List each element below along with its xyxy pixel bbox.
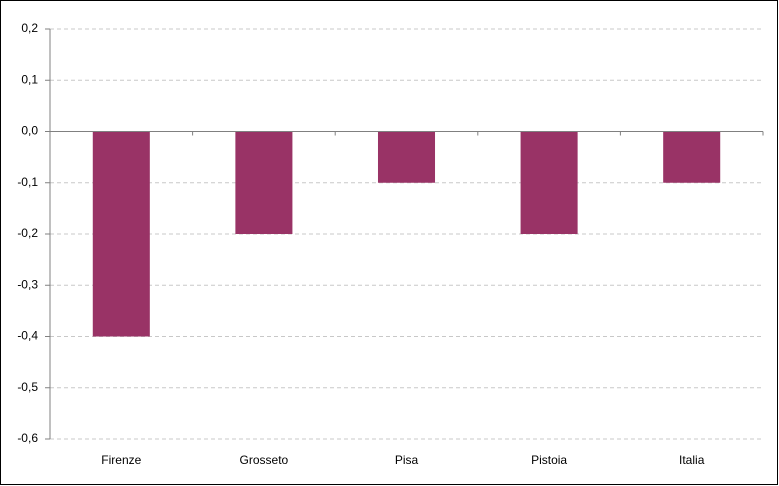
bar [235, 131, 293, 234]
bar [520, 131, 578, 234]
y-tick-label: -0,2 [17, 226, 38, 240]
bar [92, 131, 150, 337]
y-tick-label: -0,6 [17, 431, 38, 445]
x-tick-label: Grosseto [240, 453, 289, 467]
y-tick-label: -0,1 [17, 175, 38, 189]
x-tick-label: Pisa [395, 453, 419, 467]
y-tick-label: -0,5 [17, 380, 38, 394]
y-tick-label: -0,3 [17, 277, 38, 291]
y-tick-label: 0,2 [21, 21, 38, 35]
x-tick-label: Italia [679, 453, 705, 467]
x-tick-label: Pistoia [531, 453, 567, 467]
bar [377, 131, 436, 183]
x-tick-label: Firenze [101, 453, 141, 467]
y-tick-label: 0,1 [21, 72, 38, 86]
y-tick-label: -0,4 [17, 329, 38, 343]
bar [663, 131, 721, 183]
y-tick-label: 0,0 [21, 124, 38, 138]
